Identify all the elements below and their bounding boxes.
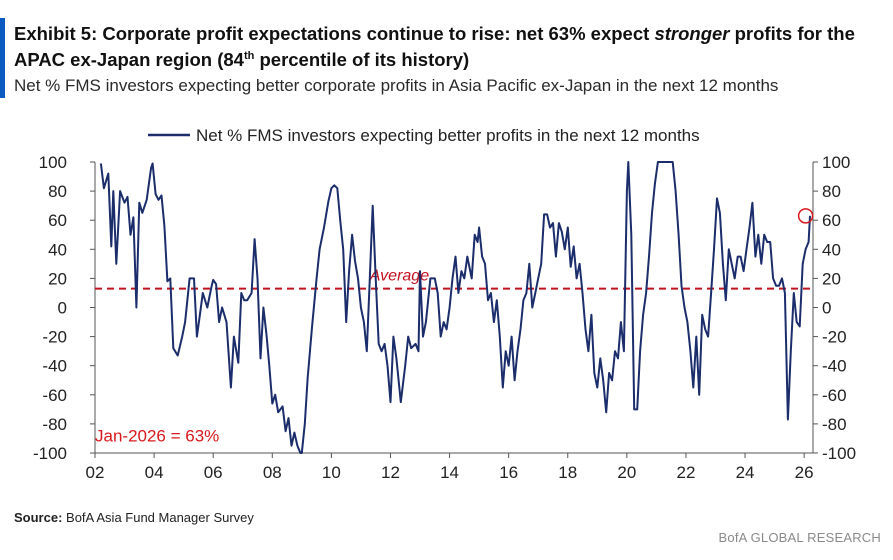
legend-label: Net % FMS investors expecting better pro… — [196, 126, 700, 145]
y-tick-label-left: -60 — [42, 386, 67, 405]
x-tick-label: 26 — [795, 463, 814, 482]
title-superscript: th — [243, 49, 255, 62]
x-tick-label: 12 — [381, 463, 400, 482]
source-note: Source: BofA Asia Fund Manager Survey — [14, 510, 254, 525]
y-tick-label-left: 40 — [48, 240, 67, 259]
title-part-1: Exhibit 5: Corporate profit expectations… — [14, 23, 655, 44]
y-tick-label-right: -20 — [822, 328, 847, 347]
y-tick-label-left: -100 — [33, 444, 67, 463]
y-tick-label-right: 0 — [822, 299, 831, 318]
y-tick-label-right: 60 — [822, 211, 841, 230]
callout-circle — [797, 208, 814, 224]
y-tick-label-left: 80 — [48, 182, 67, 201]
y-tick-label-right: 100 — [822, 153, 850, 172]
source-label: Source: — [14, 510, 63, 525]
exhibit-title: Exhibit 5: Corporate profit expectations… — [14, 21, 884, 73]
y-tick-label-right: 20 — [822, 269, 841, 288]
y-tick-label-right: 80 — [822, 182, 841, 201]
y-tick-label-left: 20 — [48, 269, 67, 288]
x-tick-label: 20 — [617, 463, 636, 482]
exhibit-subtitle: Net % FMS investors expecting better cor… — [14, 76, 779, 95]
x-tick-label: 08 — [263, 463, 282, 482]
y-tick-label-left: -20 — [42, 328, 67, 347]
title-part-2: profits for the APAC ex-Japan region (84 — [14, 23, 855, 70]
average-label: Average — [369, 268, 429, 285]
title-part-3: percentile of its history) — [254, 49, 470, 70]
title-emphasis: stronger — [654, 23, 730, 44]
line-chart: 100 100 80 80 60 60 40 40 20 20 0 0 -20 -20 -40 -40 -60 -… — [33, 126, 856, 482]
brand-logo-text: BofA GLOBAL RESEARCH — [718, 530, 881, 545]
x-tick-label: 04 — [145, 463, 164, 482]
y-tick-label-left: -80 — [42, 415, 67, 434]
x-tick-label: 02 — [86, 463, 105, 482]
callout-label: Jan-2026 = 63% — [95, 426, 219, 445]
y-tick-label-right: 40 — [822, 240, 841, 259]
x-tick-label: 18 — [558, 463, 577, 482]
x-tick-label: 14 — [440, 463, 459, 482]
x-tick-label: 16 — [499, 463, 518, 482]
x-tick-label: 22 — [676, 463, 695, 482]
y-tick-label-right: -80 — [822, 415, 847, 434]
y-tick-label-left: 60 — [48, 211, 67, 230]
y-tick-label-left: 100 — [39, 153, 67, 172]
source-text: BofA Asia Fund Manager Survey — [62, 510, 254, 525]
y-tick-label-right: -40 — [822, 357, 847, 376]
accent-bar — [0, 18, 5, 98]
y-tick-label-right: -60 — [822, 386, 847, 405]
x-tick-label: 10 — [322, 463, 341, 482]
y-tick-label-right: -100 — [822, 444, 856, 463]
data-series-line — [99, 161, 811, 454]
x-tick-label: 24 — [736, 463, 755, 482]
y-tick-label-left: -40 — [42, 357, 67, 376]
x-tick-label: 06 — [204, 463, 223, 482]
y-tick-label-left: 0 — [58, 299, 67, 318]
